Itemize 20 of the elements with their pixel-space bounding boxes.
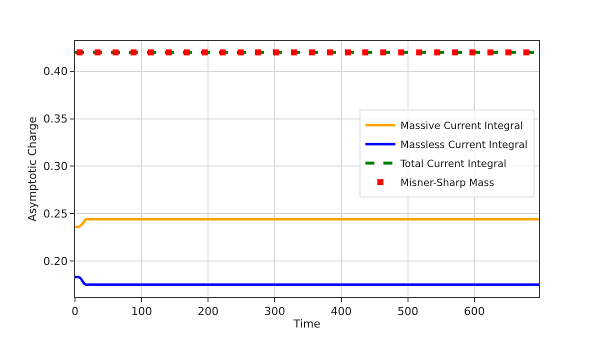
x-tick-label: 500 (397, 305, 418, 318)
legend-label: Total Current Integral (399, 159, 506, 170)
y-tick-label: 0.25 (43, 207, 68, 220)
x-tick-label: 400 (330, 305, 352, 318)
y-tick-label: 0.20 (43, 254, 68, 268)
x-tick-label: 600 (464, 305, 485, 318)
line-series (75, 218, 539, 228)
x-tick-label: 300 (264, 305, 286, 318)
x-tick-label: 100 (131, 305, 152, 318)
line-series (75, 276, 539, 286)
y-tick-label: 0.30 (43, 160, 68, 174)
x-axis-title: Time (292, 317, 321, 330)
legend-label: Misner-Sharp Mass (400, 178, 494, 190)
x-tick-label: 200 (198, 305, 219, 318)
y-tick-label: 0.40 (43, 65, 68, 78)
y-tick-label: 0.35 (43, 112, 68, 126)
y-axis-title: Asymptotic Charge (26, 116, 39, 222)
legend-label: Massive Current Integral (400, 121, 524, 132)
x-tick-label: 0 (72, 305, 78, 318)
legend-label: Massless Current Integral (400, 140, 528, 152)
